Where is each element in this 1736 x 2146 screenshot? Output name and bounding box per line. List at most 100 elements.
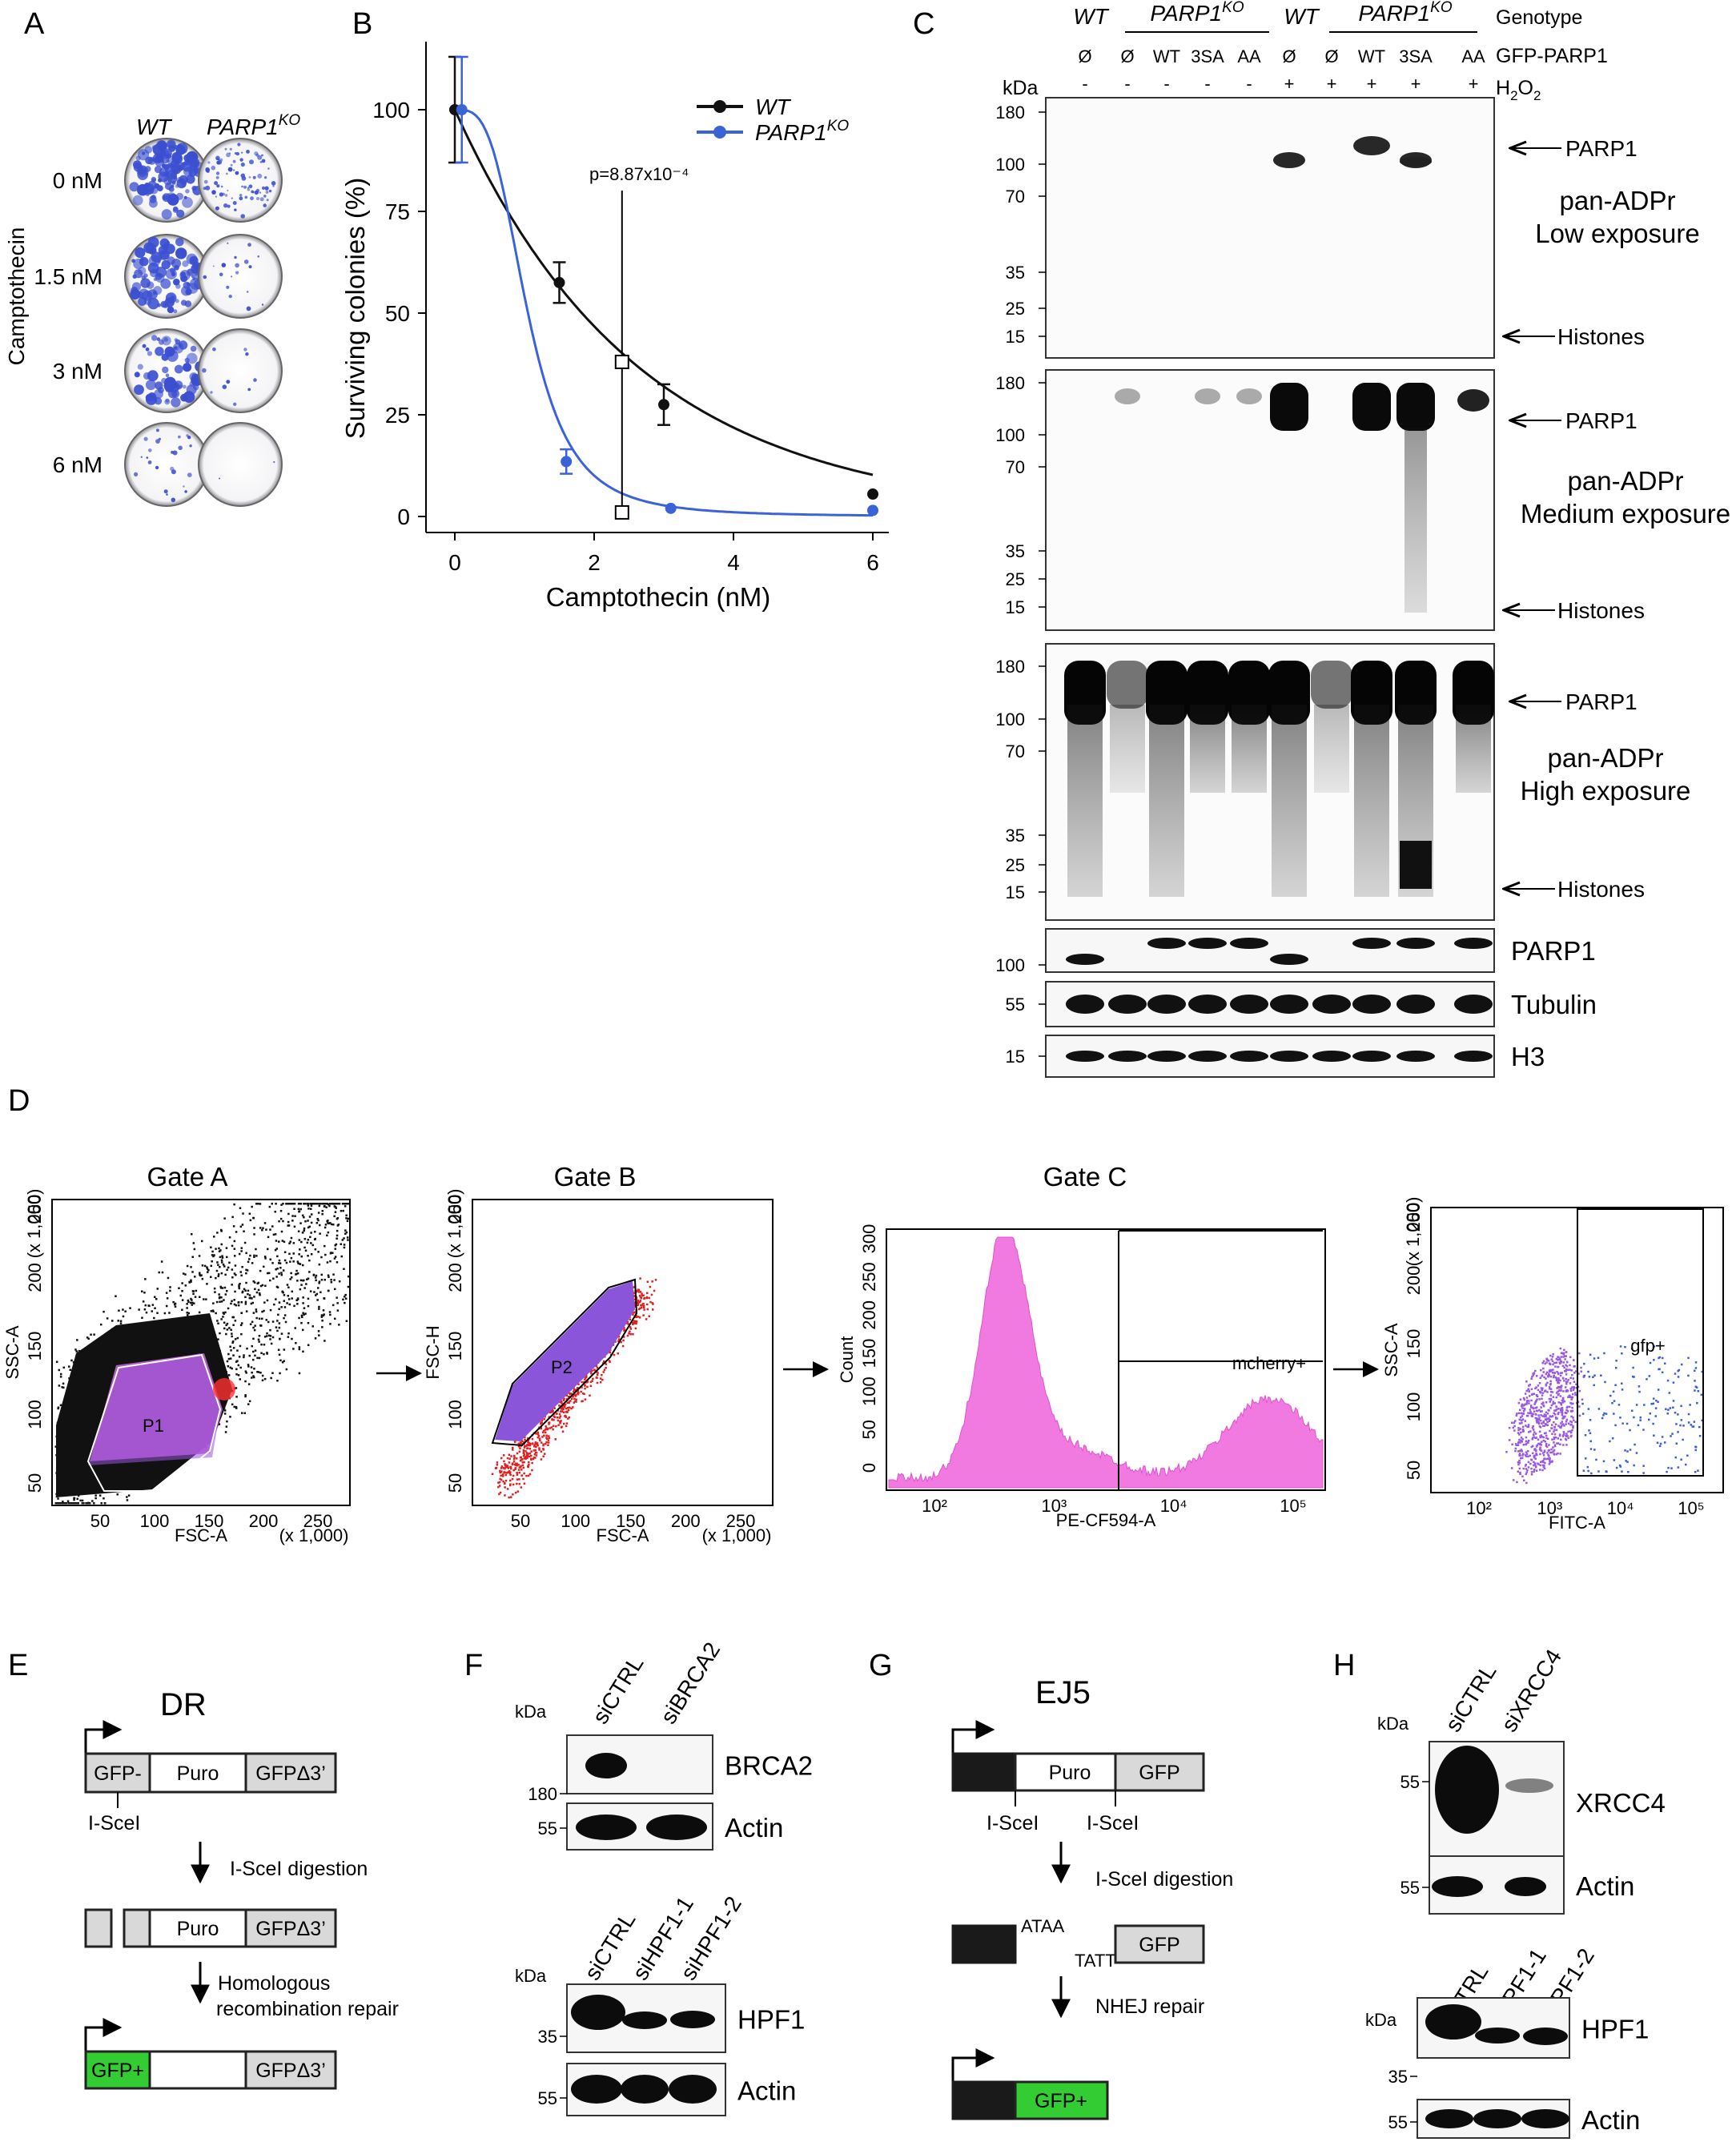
- ej5-gfp-box-2: [1114, 1924, 1205, 1964]
- blot-smear: [1404, 428, 1427, 613]
- blot-band: [1352, 995, 1391, 1014]
- flow-y-tick: 250: [1404, 1203, 1424, 1232]
- flow-x-tick: 50: [90, 1511, 110, 1531]
- promoter-block-3: [951, 2080, 1017, 2120]
- x-axis-label: Camptothecin (nM): [546, 582, 771, 612]
- blot-band: [1505, 1877, 1546, 1896]
- puro-box-1: [148, 1752, 247, 1794]
- kda-marker: 70: [1006, 187, 1025, 207]
- ic50-marker-wt: [614, 354, 629, 369]
- chart-legend: WT PARP1KO: [697, 94, 849, 145]
- flow-y-tick: 200: [25, 1263, 45, 1292]
- colony-plate: [198, 328, 283, 413]
- blot-band: [1230, 938, 1268, 949]
- gfp-lane-label: AA: [1237, 46, 1261, 66]
- blot-smear: [1190, 705, 1225, 793]
- arrow-label-histones: Histones: [1557, 598, 1645, 623]
- y-axis-label: Surviving colonies (%): [340, 178, 370, 439]
- blot-band: [1066, 1051, 1104, 1062]
- survival-chart: 0 25 50 75 100 0 2 4 6 Camptothecin (nM) Survivi…: [340, 42, 889, 612]
- panel-label-c: C: [913, 7, 934, 41]
- kda-marker: 180: [995, 373, 1025, 393]
- h2o2-lane-label: +: [1411, 74, 1421, 94]
- kda-marker: 15: [1006, 882, 1025, 902]
- flow-x-tick: 10⁴: [1160, 1496, 1187, 1516]
- scatter-gfp: gfp+: [1505, 1208, 1704, 1485]
- blot-band: [1425, 2004, 1481, 2040]
- flow-x-tick: 200: [671, 1511, 701, 1531]
- kda-marker: 35: [1388, 2067, 1408, 2087]
- flow-x-label: PE-CF594-A: [1056, 1510, 1156, 1530]
- flow-y-tick: 250: [859, 1262, 879, 1292]
- flow-y-label: Count: [837, 1336, 857, 1384]
- gate-label-p1: P1: [143, 1416, 164, 1436]
- isce-site-label: I-SceI: [88, 1812, 140, 1835]
- flow-plot-title: Gate C: [1043, 1162, 1127, 1192]
- histogram-gate-c: mcherry+: [888, 1230, 1324, 1489]
- blot-band: [1312, 995, 1351, 1014]
- blot-band: [1147, 1051, 1186, 1062]
- gfp-delta-label-1: GFPΔ3’: [255, 1762, 326, 1785]
- blot-smear: [1314, 705, 1349, 793]
- blot-band: [1396, 995, 1435, 1014]
- blot-band: [670, 2011, 715, 2028]
- blot-title-line1: pan-ADPr: [1548, 743, 1664, 773]
- ej5-gfp-label-1: GFP: [1139, 1762, 1179, 1784]
- blot-band: [1457, 389, 1489, 412]
- arrow-label-parp1: PARP1: [1565, 408, 1638, 433]
- blot-smear: [1354, 705, 1389, 897]
- kda-marker: 55: [1388, 2112, 1408, 2132]
- flow-y-tick: 150: [25, 1332, 45, 1361]
- blot-band: [1400, 157, 1432, 167]
- row-label: BRCA2: [725, 1751, 813, 1781]
- legend-label-ko: PARP1KO: [755, 118, 849, 145]
- data-point-wt: [658, 399, 669, 411]
- h2o2-lane-label: -: [1082, 74, 1087, 94]
- ej5-step2-label: NHEJ repair: [1095, 1995, 1204, 2018]
- gate-label-p2: P2: [551, 1357, 573, 1377]
- x-tick-label: 0: [448, 550, 461, 575]
- row-label-h2o2: H2O2: [1496, 77, 1541, 103]
- step2-label-e-2: recombination repair: [216, 1998, 399, 2020]
- arrow-label-parp1: PARP1: [1565, 136, 1638, 161]
- y-tick-label: 0: [397, 504, 410, 529]
- data-point-wt: [553, 276, 565, 288]
- blot-band: [1066, 954, 1104, 965]
- blot-band: [1505, 1778, 1553, 1793]
- data-point-wt: [867, 488, 878, 500]
- blot-title-line2: High exposure: [1521, 776, 1691, 806]
- brca2-blot: kDa siCTRL siBRCA2 180 BRCA2 55 Actin: [515, 1638, 813, 1851]
- lane-label: siXRCC4: [1497, 1645, 1566, 1736]
- blot-band: [1230, 1051, 1268, 1062]
- blot-band: [1435, 1746, 1499, 1834]
- data-point-ko: [561, 456, 573, 468]
- blot-band: [1521, 2109, 1569, 2128]
- legend-dot-ko: [713, 126, 726, 139]
- loading-strip-0: 100 PARP1: [995, 928, 1596, 975]
- gfp-lane-label: 3SA: [1399, 46, 1433, 66]
- scatter-gate-b: P2: [491, 1277, 657, 1499]
- panel-a-row-label: 0 nM: [53, 168, 102, 193]
- blot-band: [1352, 1051, 1391, 1062]
- blot-band: [669, 2075, 717, 2104]
- flow-x-tick: 100: [561, 1511, 590, 1531]
- blot-band: [1432, 1876, 1483, 1897]
- colony-plate: [124, 138, 209, 223]
- row-label-gfp-parp1: GFP-PARP1: [1496, 45, 1608, 67]
- data-point-ko: [867, 504, 878, 516]
- kda-marker: 55: [1400, 1878, 1420, 1898]
- gfp-lane-label: 3SA: [1191, 46, 1224, 66]
- h2o2-lane-label: -: [1163, 74, 1169, 94]
- flow-plot-title: Gate A: [147, 1162, 228, 1192]
- panel-a-row-label: 1.5 nM: [34, 264, 102, 289]
- panel-label-d: D: [8, 1084, 30, 1118]
- blot-smear: [1149, 705, 1184, 897]
- strip-marker: 15: [1006, 1047, 1025, 1067]
- blot-band: [646, 1814, 707, 1840]
- flow-y-tick: 200: [859, 1300, 879, 1330]
- flow-y-tick: 50: [859, 1420, 879, 1439]
- blot-smear: [1110, 705, 1145, 793]
- flow-x-tick: 250: [303, 1511, 333, 1531]
